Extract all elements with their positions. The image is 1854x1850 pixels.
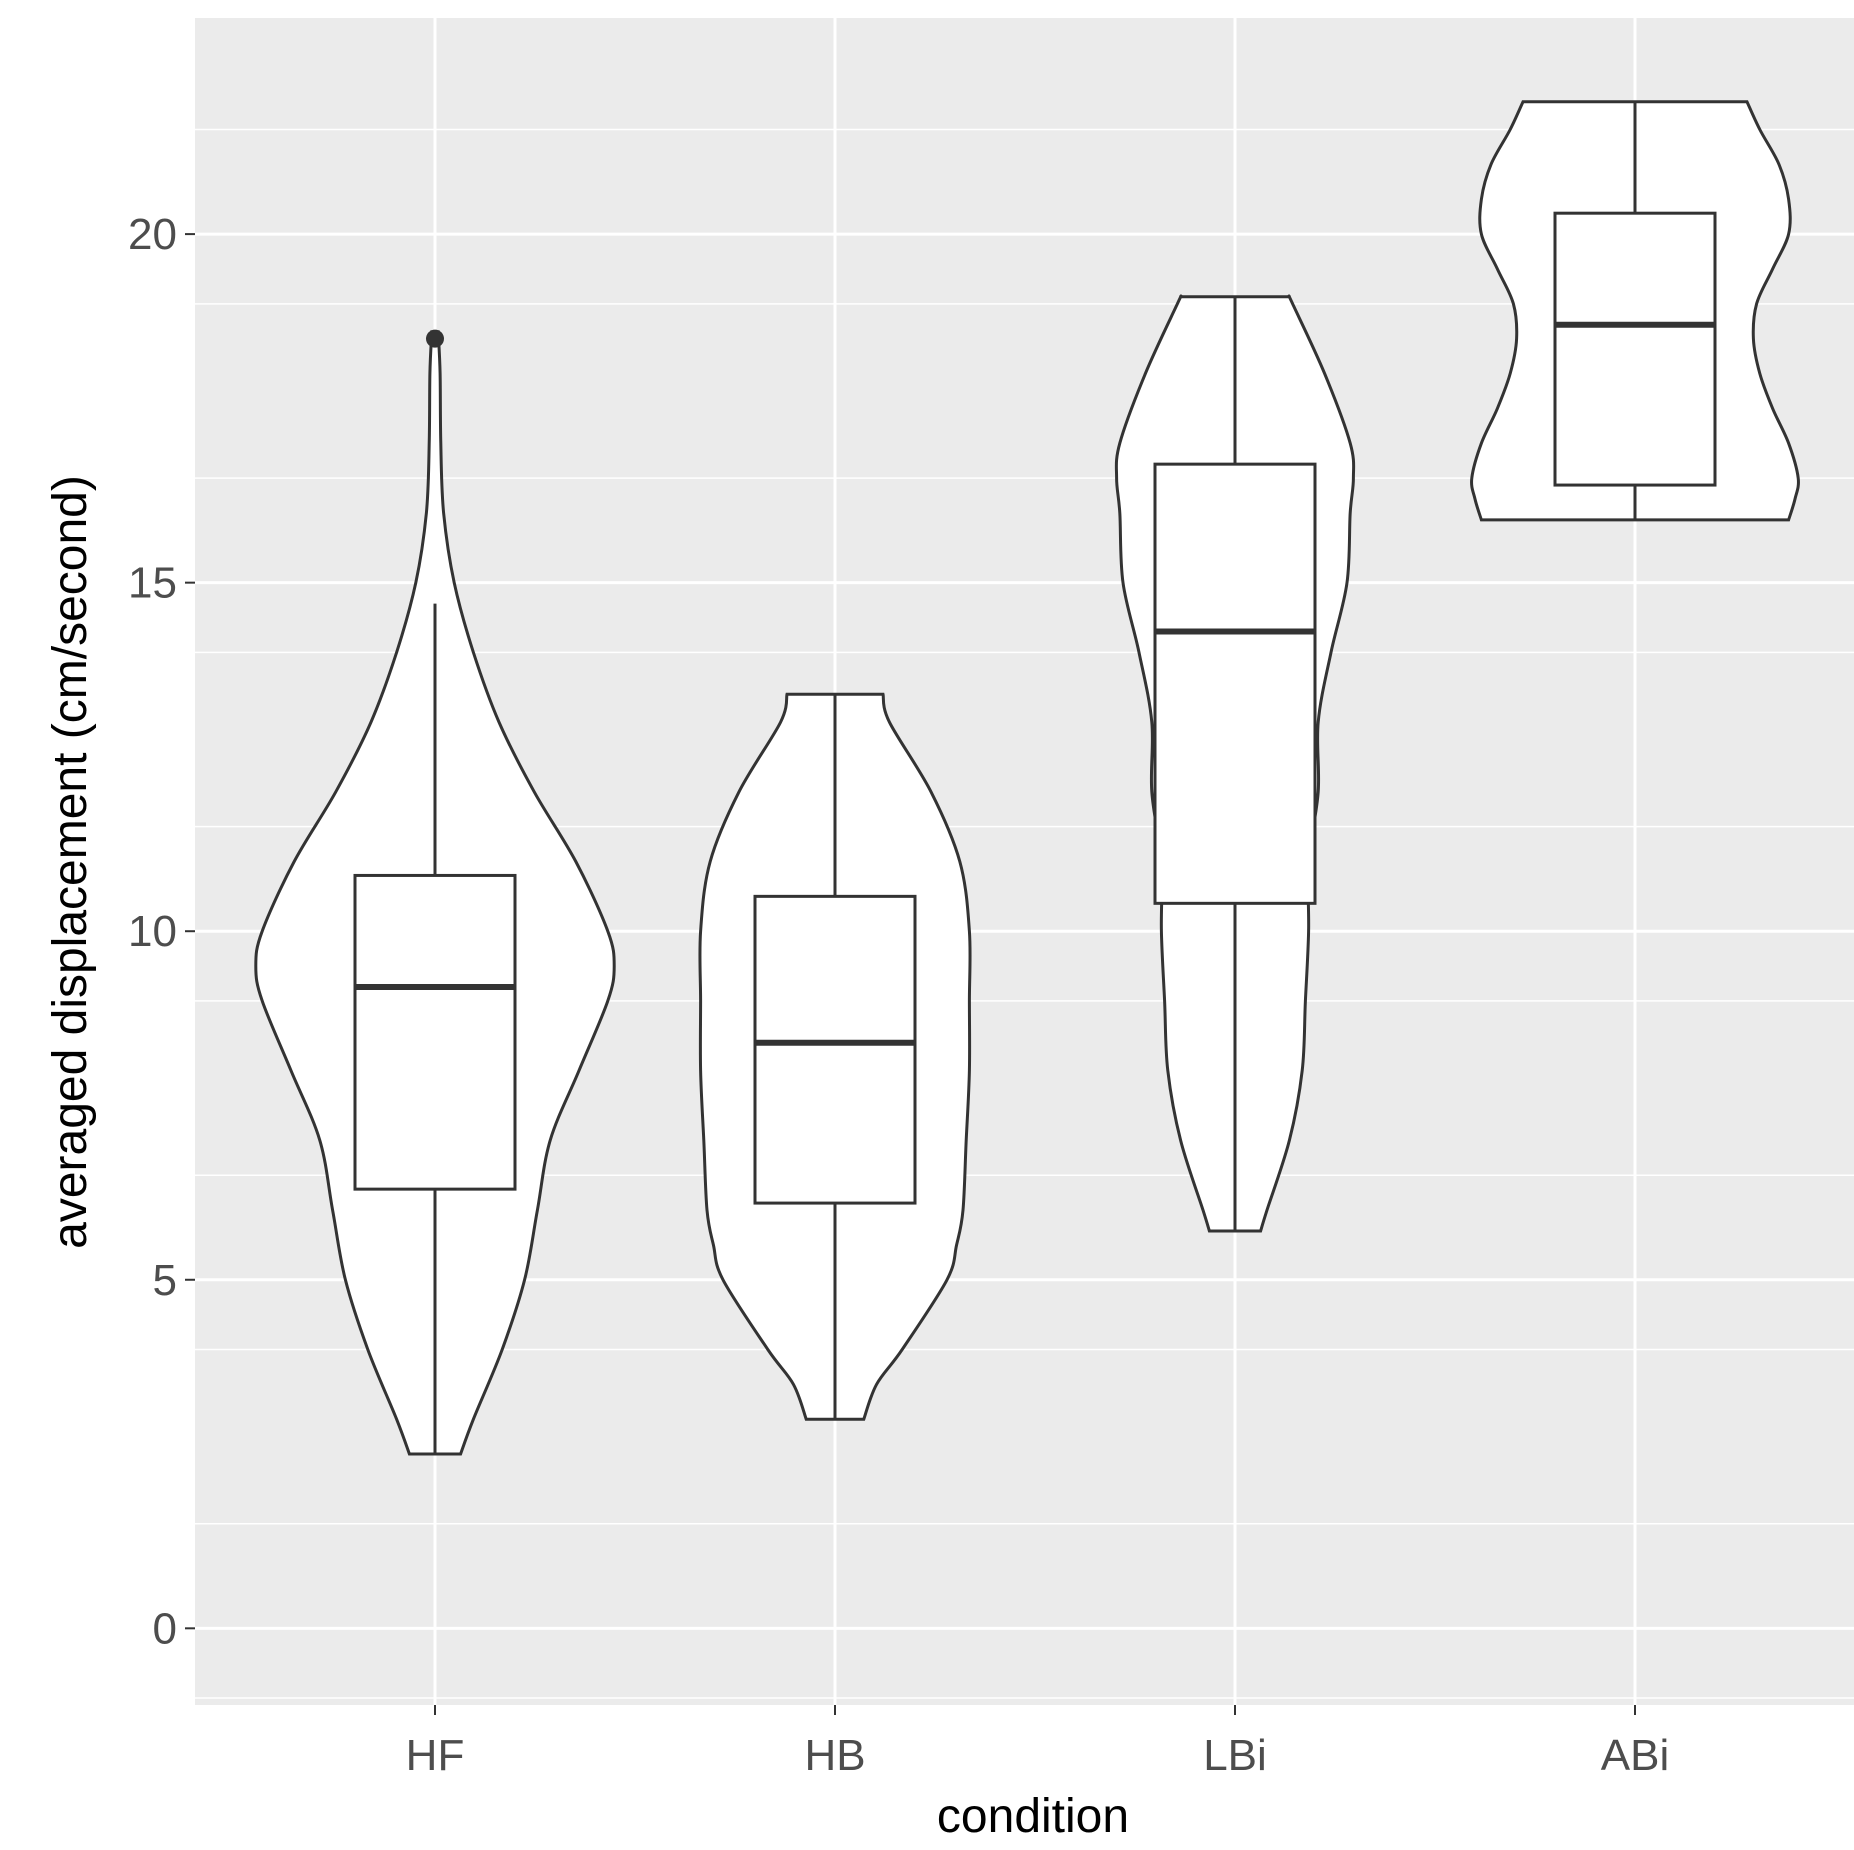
outlier-point xyxy=(426,329,444,348)
y-tick-label: 0 xyxy=(153,1604,177,1653)
box-lbi xyxy=(1153,462,1317,905)
y-tick-label: 15 xyxy=(128,559,177,608)
x-tick-label: ABi xyxy=(1601,1731,1669,1780)
x-tick-label: HF xyxy=(406,1731,465,1780)
y-tick-label: 5 xyxy=(153,1256,177,1305)
x-tick-label: LBi xyxy=(1203,1731,1267,1780)
axes: 0 5 10 15 20 HF HB LBi ABi xyxy=(128,210,1669,1780)
y-tick-label: 10 xyxy=(128,907,177,956)
box-hf xyxy=(353,873,517,1191)
x-axis-title: condition xyxy=(937,1790,1129,1843)
y-tick-label: 20 xyxy=(128,210,177,259)
x-tick-label: HB xyxy=(804,1731,865,1780)
box-hb xyxy=(753,894,917,1205)
violins xyxy=(254,100,1800,1456)
box-abi xyxy=(1553,211,1717,487)
y-axis-title: averaged displacement (cm/second) xyxy=(44,475,97,1249)
